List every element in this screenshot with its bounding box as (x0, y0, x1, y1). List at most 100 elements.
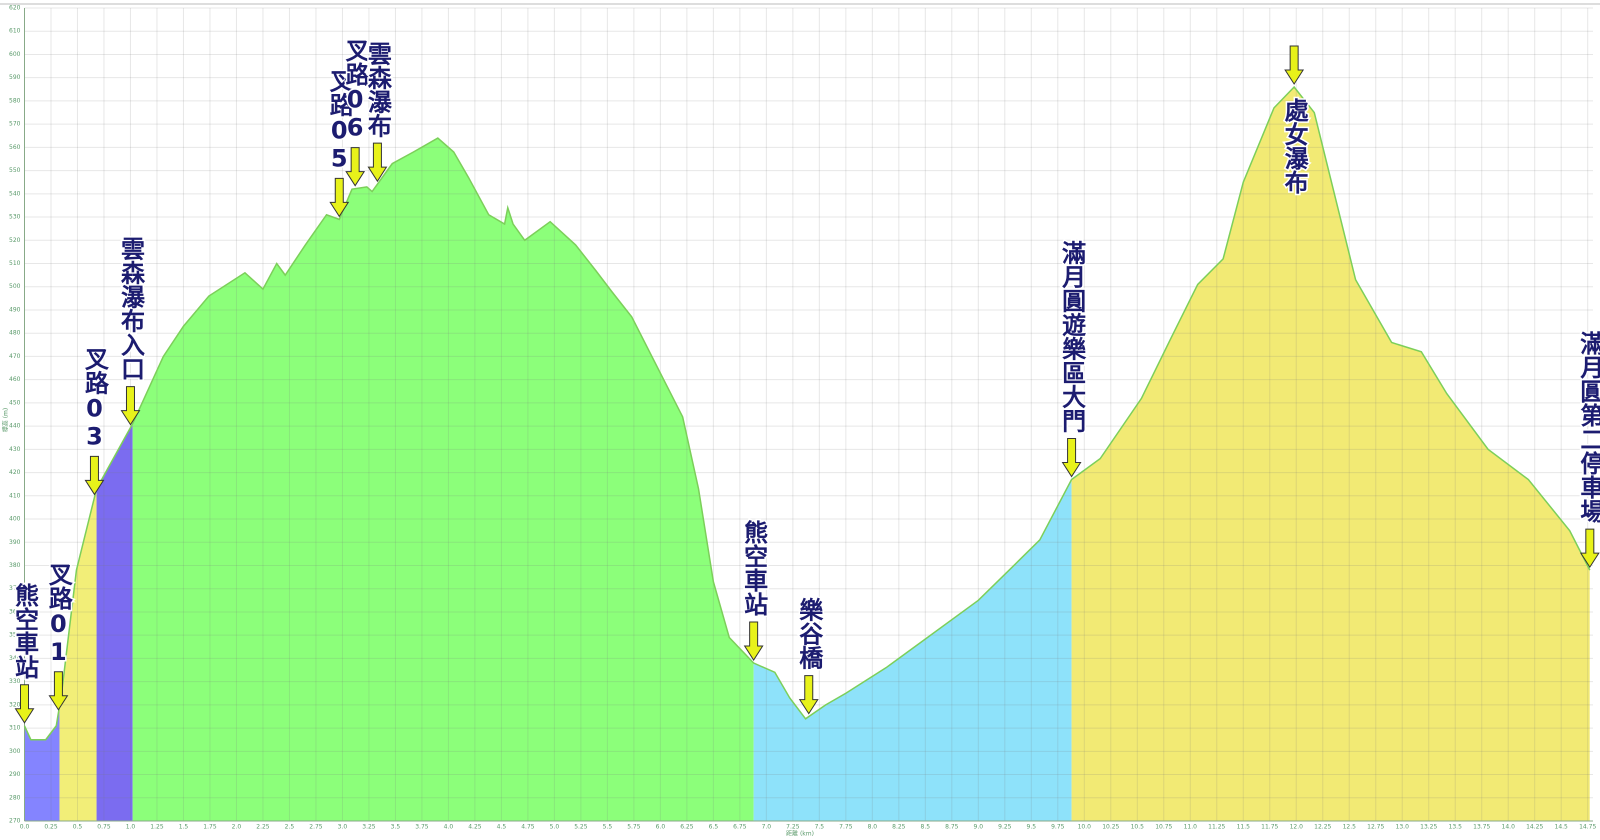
x-tick-label: 8.75 (945, 824, 959, 831)
y-tick-label: 620 (9, 5, 21, 12)
x-tick-label: 5.5 (603, 824, 613, 831)
x-tick-label: 5.25 (574, 824, 588, 831)
x-tick-label: 11.75 (1261, 824, 1278, 831)
x-tick-label: 14.75 (1579, 824, 1596, 831)
y-tick-label: 390 (9, 539, 21, 546)
arrow (1284, 45, 1305, 85)
y-tick-label: 490 (9, 306, 21, 313)
annotation: 叉路06 (341, 38, 370, 142)
x-tick-label: 12.0 (1290, 824, 1304, 831)
x-tick-label: 10.75 (1155, 824, 1172, 831)
annotation: 處女瀑布 (1280, 98, 1308, 194)
y-tick-label: 380 (9, 562, 21, 569)
annotation: 熊空車站 (740, 519, 768, 616)
x-tick-label: 7.5 (815, 824, 825, 831)
arrow (14, 684, 35, 724)
x-tick-label: 6.25 (680, 824, 694, 831)
x-tick-label: 10.5 (1131, 824, 1145, 831)
y-tick-label: 370 (9, 585, 21, 592)
y-tick-label: 430 (9, 446, 21, 453)
x-tick-label: 3.25 (362, 824, 376, 831)
arrow (84, 455, 105, 496)
x-tick-label: 0.25 (44, 824, 58, 831)
y-tick-label: 440 (9, 423, 21, 430)
y-tick-label: 520 (9, 237, 21, 244)
x-tick-label: 12.75 (1367, 824, 1384, 831)
y-tick-label: 560 (9, 144, 21, 151)
x-tick-label: 6.0 (656, 824, 666, 831)
y-tick-label: 350 (9, 632, 21, 639)
y-tick-label: 590 (9, 74, 21, 81)
x-tick-label: 11.25 (1208, 824, 1225, 831)
x-tick-label: 1.5 (179, 824, 189, 831)
y-tick-label: 290 (9, 771, 21, 778)
x-tick-label: 7.0 (762, 824, 772, 831)
x-tick-label: 3.0 (338, 824, 348, 831)
y-tick-label: 550 (9, 167, 21, 174)
x-tick-label: 14.5 (1555, 824, 1569, 831)
arrow (743, 621, 764, 661)
x-tick-label: 12.5 (1343, 824, 1357, 831)
x-tick-label: 3.5 (391, 824, 401, 831)
x-tick-label: 7.25 (786, 824, 800, 831)
arrow (329, 177, 350, 218)
x-tick-label: 4.5 (497, 824, 507, 831)
arrow (1579, 528, 1600, 569)
y-tick-label: 320 (9, 701, 21, 708)
arrow (798, 675, 819, 715)
y-tick-label: 450 (9, 399, 21, 406)
annotation: 滿月圓遊樂區大門 (1058, 241, 1087, 434)
x-tick-label: 2.0 (232, 824, 242, 831)
y-tick-label: 480 (9, 330, 21, 337)
x-tick-label: 13.0 (1396, 824, 1410, 831)
x-tick-label: 5.0 (550, 824, 560, 831)
arrow (48, 671, 69, 711)
y-tick-label: 330 (9, 678, 21, 685)
annotation: 雲森瀑布 (363, 41, 391, 137)
y-tick-label: 470 (9, 353, 21, 360)
y-tick-label: 400 (9, 516, 21, 523)
y-tick-label: 360 (9, 608, 21, 615)
x-tick-label: 9.0 (974, 824, 984, 831)
x-tick-label: 9.25 (998, 824, 1012, 831)
x-tick-label: 2.5 (285, 824, 295, 831)
annotation: 樂谷橋 (795, 597, 823, 670)
y-tick-label: 540 (9, 190, 21, 197)
y-axis-label: 標高 (m) (2, 408, 10, 432)
x-tick-label: 4.0 (444, 824, 454, 831)
y-tick-label: 580 (9, 97, 21, 104)
x-tick-label: 8.0 (868, 824, 878, 831)
annotation: 雲森瀑布入口 (116, 237, 144, 381)
annotation: 滿月圓第二停車場 (1576, 331, 1600, 524)
x-tick-label: 2.75 (309, 824, 323, 831)
x-tick-label: 8.5 (921, 824, 931, 831)
x-tick-label: 8.25 (892, 824, 906, 831)
x-tick-label: 13.75 (1473, 824, 1490, 831)
y-tick-label: 500 (9, 283, 21, 290)
y-tick-label: 340 (9, 655, 21, 662)
profile-line (23, 85, 1591, 741)
y-tick-label: 420 (9, 469, 21, 476)
x-tick-label: 11.0 (1184, 824, 1198, 831)
x-tick-label: 13.5 (1449, 824, 1463, 831)
x-tick-label: 11.5 (1237, 824, 1251, 831)
y-tick-label: 510 (9, 260, 21, 267)
y-tick-label: 460 (9, 376, 21, 383)
x-tick-label: 4.25 (468, 824, 482, 831)
x-tick-label: 6.75 (733, 824, 747, 831)
x-tick-label: 13.25 (1420, 824, 1437, 831)
y-tick-label: 530 (9, 214, 21, 221)
x-tick-label: 6.5 (709, 824, 719, 831)
y-tick-label: 610 (9, 28, 21, 35)
arrow (345, 147, 366, 187)
y-tick-label: 310 (9, 725, 21, 732)
x-tick-label: 3.75 (415, 824, 429, 831)
x-tick-label: 9.75 (1051, 824, 1065, 831)
arrow (120, 386, 141, 426)
x-tick-label: 9.5 (1027, 824, 1037, 831)
x-tick-label: 1.75 (203, 824, 217, 831)
arrow (1061, 438, 1082, 478)
x-tick-label: 0.5 (73, 824, 83, 831)
y-tick-label: 570 (9, 121, 21, 128)
